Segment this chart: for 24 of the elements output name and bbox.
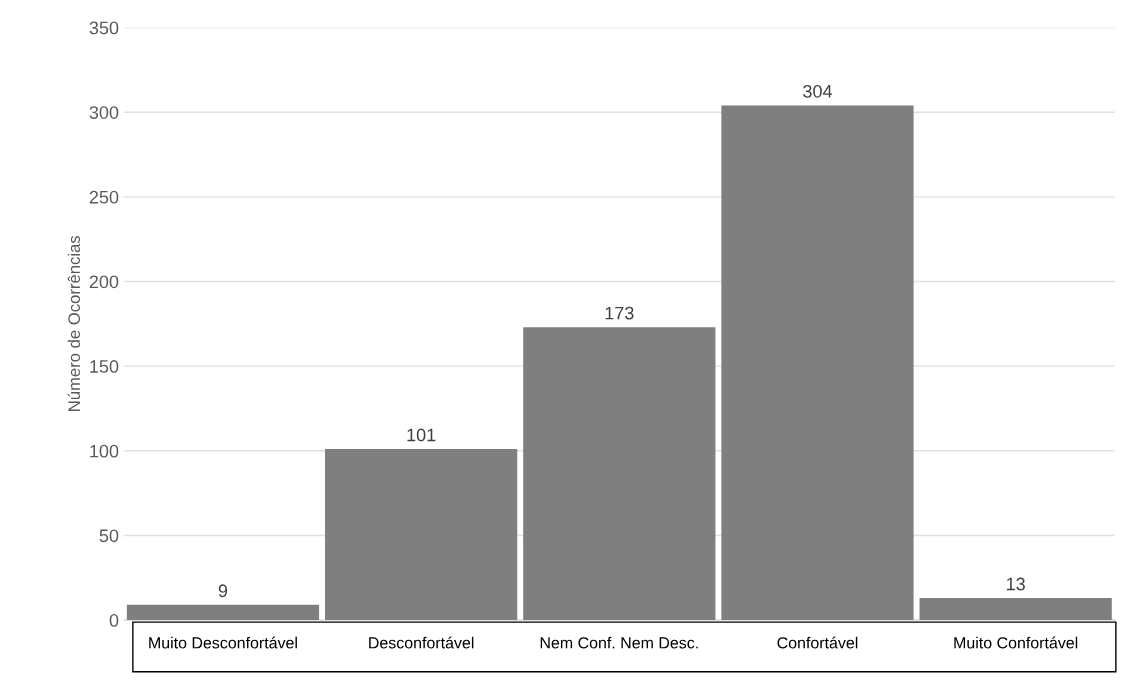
y-tick-label: 350: [89, 21, 119, 35]
x-tick-label: Nem Conf. Nem Desc.: [540, 636, 698, 649]
y-tick-label: 200: [89, 275, 119, 289]
x-tick-label: Muito Desconfortável: [149, 636, 297, 649]
bar: [325, 449, 518, 621]
data-label: 173: [605, 306, 634, 320]
y-tick-label: 250: [89, 190, 119, 204]
y-tick-label: 100: [90, 444, 119, 458]
y-tick-label: 50: [99, 529, 119, 543]
x-tick-label: Muito Confortável: [954, 636, 1078, 649]
data-label: 9: [218, 584, 228, 598]
bar: [126, 604, 320, 621]
data-label: 304: [803, 84, 833, 98]
x-tick-label: Desconfortável: [369, 636, 474, 649]
data-label: 101: [407, 428, 436, 442]
data-label: 13: [1006, 577, 1025, 591]
y-axis-title: Número de Ocorrências: [67, 235, 81, 411]
bar: [919, 598, 1112, 621]
x-tick-label: Confortável: [777, 636, 858, 649]
y-tick-label: 300: [89, 106, 119, 119]
y-tick-label: 150: [90, 360, 119, 373]
bar: [523, 327, 716, 621]
y-tick-label: 0: [109, 614, 119, 627]
bar: [721, 105, 914, 621]
